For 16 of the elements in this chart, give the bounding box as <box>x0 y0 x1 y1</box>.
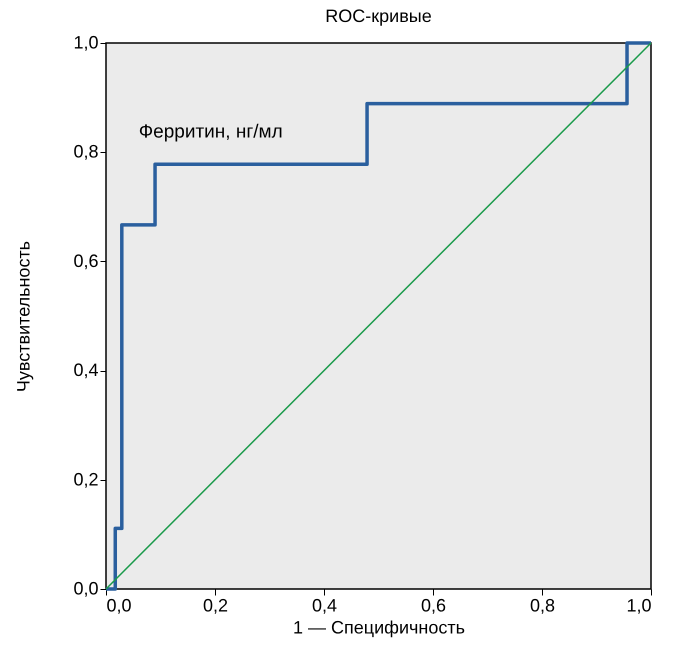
x-tick-label: 0,0 <box>106 596 132 616</box>
x-tick-label: 0,6 <box>420 596 446 616</box>
series-label: Ферритин, нг/мл <box>138 121 283 142</box>
x-axis-title: 1 — Специфичность <box>293 618 465 638</box>
y-tick-label: 0,4 <box>73 360 98 380</box>
y-tick-label: 1,0 <box>73 32 98 52</box>
y-tick-label: 0,8 <box>73 142 98 162</box>
x-tick-label: 0,2 <box>202 596 228 616</box>
x-tick-label: 1,0 <box>626 596 652 616</box>
y-axis-title: Чувствительность <box>13 240 34 392</box>
x-tick-label: 0,4 <box>312 596 338 616</box>
y-tick-label: 0,6 <box>73 250 98 271</box>
chart-title: ROC-кривые <box>325 6 432 26</box>
x-tick-label: 0,8 <box>530 596 556 616</box>
y-tick-label: 0,2 <box>73 469 98 490</box>
y-tick-label: 0,0 <box>73 578 98 598</box>
